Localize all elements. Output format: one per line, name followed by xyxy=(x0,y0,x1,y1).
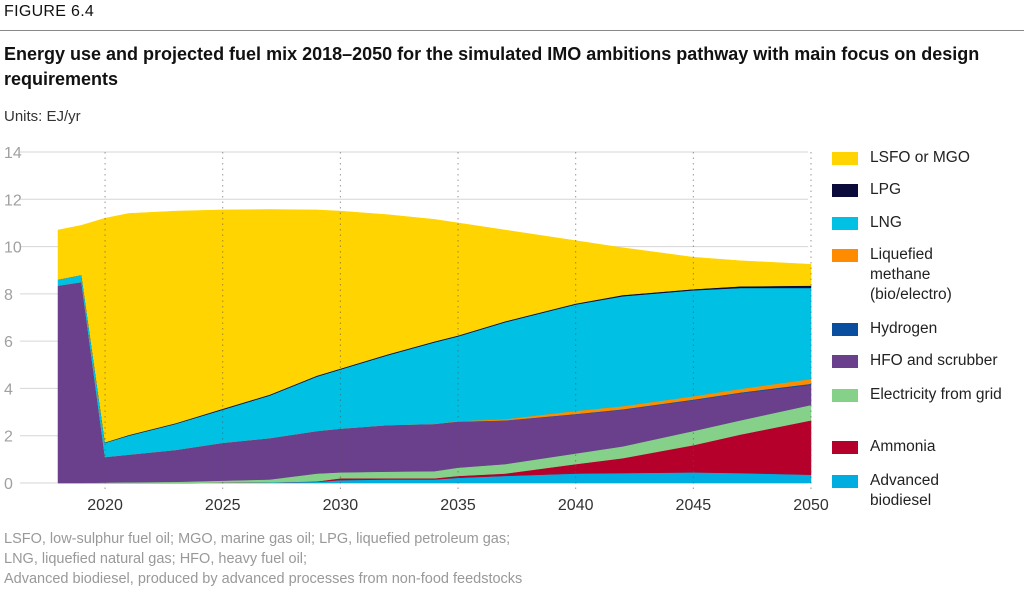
legend-label: LSFO or MGO xyxy=(870,149,970,166)
legend-item-hydrogen: Hydrogen xyxy=(832,319,937,339)
y-tick-label: 14 xyxy=(4,145,22,162)
legend-label: Advanced biodiesel xyxy=(870,472,939,509)
x-tick-label: 2050 xyxy=(793,497,829,514)
figure-label: FIGURE 6.4 xyxy=(4,3,95,20)
x-tick-label: 2025 xyxy=(205,497,241,514)
legend-swatch xyxy=(832,249,858,262)
legend-label: HFO and scrubber xyxy=(870,352,998,369)
legend-swatch xyxy=(832,475,858,488)
legend-label: LNG xyxy=(870,214,902,231)
y-tick-label: 12 xyxy=(4,192,22,209)
legend-swatch xyxy=(832,441,858,454)
x-tick-label: 2020 xyxy=(87,497,123,514)
units-label: Units: EJ/yr xyxy=(4,108,81,125)
legend-item-electricity: Electricity from grid xyxy=(832,385,1012,405)
legend-item-hfo: HFO and scrubber xyxy=(832,351,998,371)
legend-item-lsfo: LSFO or MGO xyxy=(832,148,970,168)
legend-item-lng: LNG xyxy=(832,213,902,233)
legend-item-liquefied-methane: Liquefied methane (bio/electro) xyxy=(832,245,982,305)
legend-swatch xyxy=(832,184,858,197)
legend-item-advanced-biodiesel: Advanced biodiesel xyxy=(832,471,982,511)
chart-title: Energy use and projected fuel mix 2018–2… xyxy=(4,44,980,89)
x-tick-label: 2035 xyxy=(440,497,476,514)
y-tick-label: 2 xyxy=(4,429,13,446)
y-tick-label: 6 xyxy=(4,334,13,351)
legend-swatch xyxy=(832,152,858,165)
footnote: Advanced biodiesel, produced by advanced… xyxy=(4,571,523,587)
legend-label: Ammonia xyxy=(870,438,936,455)
legend-label: Liquefied methane (bio/electro) xyxy=(870,246,952,303)
legend-item-lpg: LPG xyxy=(832,180,901,200)
legend-swatch xyxy=(832,323,858,336)
legend-label: LPG xyxy=(870,181,902,198)
footnote: LSFO, low-sulphur fuel oil; MGO, marine … xyxy=(4,531,511,547)
x-tick-label: 2030 xyxy=(323,497,359,514)
footnote: LNG, liquefied natural gas; HFO, heavy f… xyxy=(4,551,308,567)
legend-swatch xyxy=(832,355,858,368)
legend-swatch xyxy=(832,389,858,402)
legend-label: Hydrogen xyxy=(870,320,938,337)
y-tick-label: 0 xyxy=(4,476,13,493)
header-divider xyxy=(0,30,1024,31)
y-tick-label: 8 xyxy=(4,287,13,304)
legend-swatch xyxy=(832,217,858,230)
y-tick-label: 4 xyxy=(4,381,13,398)
x-tick-label: 2045 xyxy=(676,497,712,514)
y-tick-label: 10 xyxy=(4,240,22,257)
legend-item-ammonia: Ammonia xyxy=(832,437,935,457)
x-tick-label: 2040 xyxy=(558,497,594,514)
legend-label: Electricity from grid xyxy=(870,386,1002,403)
area-lsfo-or-mgo xyxy=(57,209,812,443)
